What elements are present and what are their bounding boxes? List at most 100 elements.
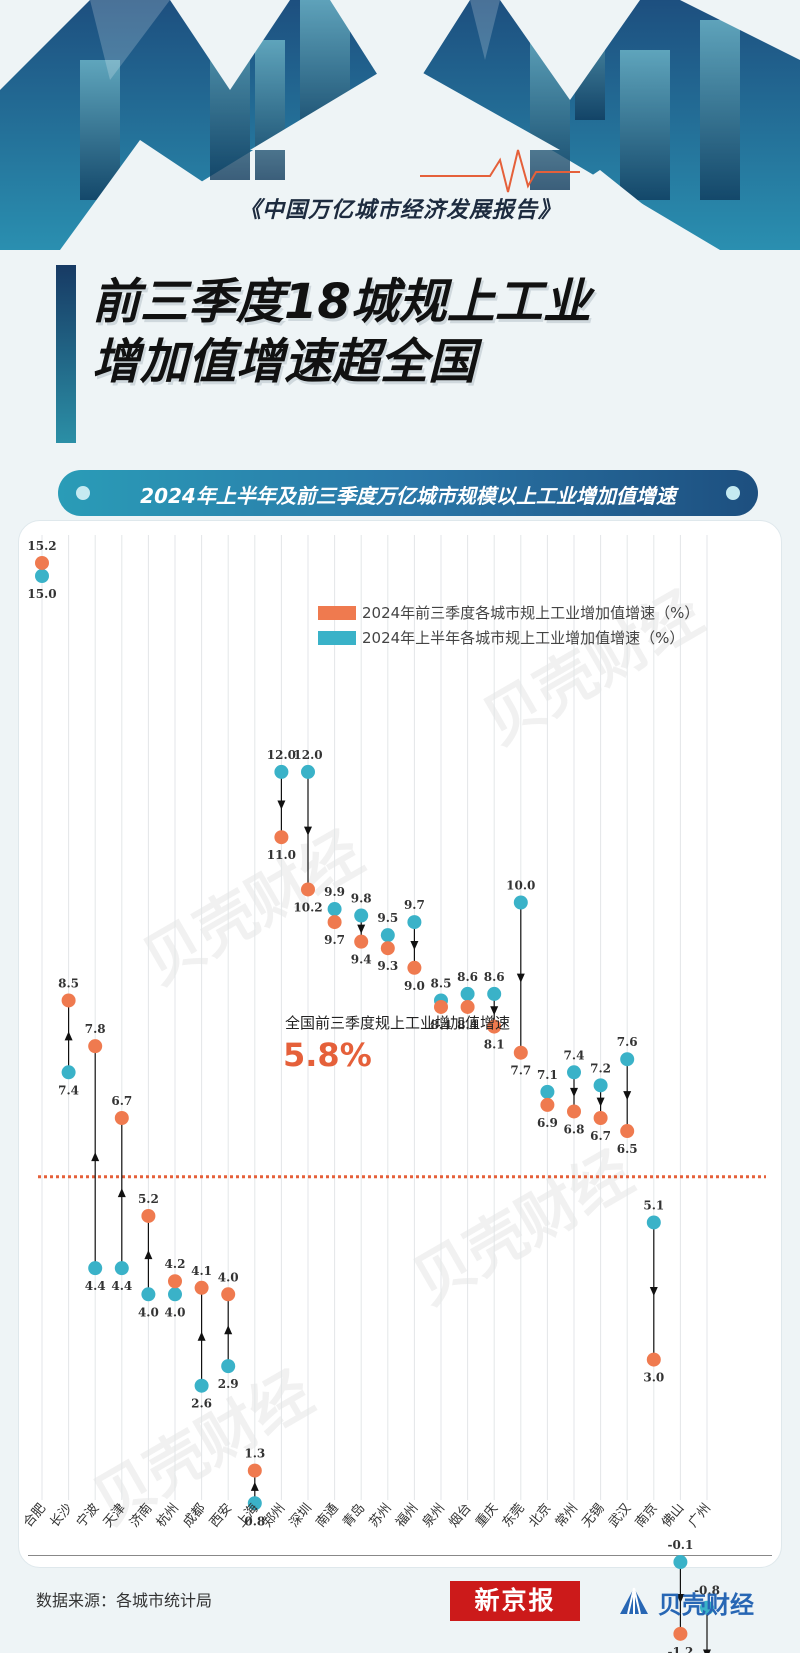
arrow-icon bbox=[596, 1097, 605, 1107]
value-label-h1: 7.6 bbox=[617, 1035, 638, 1049]
value-label-h1: 9.5 bbox=[377, 911, 398, 925]
legend-swatch-q3 bbox=[318, 605, 356, 620]
value-label-q3: 6.8 bbox=[564, 1122, 585, 1136]
category-label: 长沙 bbox=[47, 1501, 75, 1531]
dot-q3 bbox=[673, 1626, 688, 1641]
dot-h1 bbox=[513, 895, 528, 910]
category-label: 重庆 bbox=[472, 1500, 501, 1530]
value-label-q3: 15.2 bbox=[27, 539, 56, 553]
arrow-icon bbox=[64, 1031, 73, 1041]
category-label: 南通 bbox=[313, 1500, 342, 1530]
value-label-h1: 9.7 bbox=[404, 898, 425, 912]
dot-q3 bbox=[646, 1352, 661, 1367]
value-label-q3: 10.2 bbox=[293, 900, 322, 914]
dot-h1 bbox=[620, 1052, 635, 1067]
dot-q3 bbox=[380, 941, 395, 956]
category-label: 青岛 bbox=[339, 1500, 368, 1530]
dot-q3 bbox=[354, 934, 369, 949]
chart-subtitle-banner: 2024年上半年及前三季度万亿城市规模以上工业增加值增速 bbox=[58, 470, 758, 516]
value-label-q3: 4.2 bbox=[165, 1257, 186, 1271]
arrow-icon bbox=[304, 826, 312, 836]
title-accent-bar bbox=[56, 265, 76, 443]
arrow-icon bbox=[277, 800, 286, 810]
value-label-q3: 4.0 bbox=[218, 1270, 239, 1284]
value-label-h1: 7.2 bbox=[590, 1061, 611, 1075]
pulse-line-graphic bbox=[420, 149, 580, 193]
dot-q3 bbox=[247, 1463, 262, 1478]
value-label-q3: -1.2 bbox=[667, 1645, 693, 1653]
chart-card bbox=[18, 520, 782, 1568]
value-label-h1: 8.6 bbox=[484, 970, 505, 984]
value-label-h1: 4.4 bbox=[111, 1279, 132, 1293]
dot-h1 bbox=[327, 902, 342, 917]
chart-subtitle: 2024年上半年及前三季度万亿城市规模以上工业增加值增速 bbox=[140, 484, 676, 508]
category-label: 杭州 bbox=[154, 1501, 182, 1531]
dot-q3 bbox=[35, 555, 49, 570]
arrow-icon bbox=[224, 1325, 233, 1335]
value-label-q3: 8.5 bbox=[58, 976, 79, 990]
value-label-h1: 10.0 bbox=[506, 879, 535, 893]
category-label: 武汉 bbox=[606, 1501, 634, 1531]
value-label-q3: 11.0 bbox=[267, 848, 296, 862]
arrow-icon bbox=[91, 1152, 100, 1162]
category-label: 广州 bbox=[686, 1501, 714, 1531]
dot-q3 bbox=[620, 1124, 635, 1139]
dot-q3 bbox=[301, 882, 315, 897]
category-label: 南京 bbox=[632, 1500, 661, 1530]
legend-item-q3: 2024年前三季度各城市规上工业增加值增速（%） bbox=[318, 600, 699, 625]
category-label: 济南 bbox=[126, 1500, 155, 1530]
dot-h1 bbox=[35, 569, 49, 583]
value-label-h1: 4.0 bbox=[165, 1305, 186, 1319]
value-label-q3: 1.3 bbox=[244, 1447, 265, 1461]
dot-q3 bbox=[88, 1039, 103, 1054]
dot-q3 bbox=[593, 1110, 608, 1125]
arrow-icon bbox=[623, 1091, 632, 1101]
legend-item-h1: 2024年上半年各城市规上工业增加值增速（%） bbox=[318, 625, 699, 650]
arrow-icon bbox=[117, 1188, 126, 1198]
value-label-q3: 9.0 bbox=[404, 979, 425, 993]
value-label-h1: 9.9 bbox=[324, 885, 345, 899]
category-label: 无锡 bbox=[579, 1501, 607, 1531]
value-label-q3: 4.1 bbox=[191, 1264, 212, 1278]
dot-q3 bbox=[327, 915, 342, 930]
header-banner: 《中国万亿城市经济发展报告》 bbox=[0, 0, 800, 250]
value-label-h1: 7.4 bbox=[564, 1048, 585, 1062]
arrow-icon bbox=[676, 1593, 685, 1603]
value-label-q3: 8.4 bbox=[457, 1018, 478, 1032]
arrow-icon bbox=[516, 973, 525, 983]
category-label: 福州 bbox=[393, 1501, 421, 1531]
shell-icon bbox=[620, 1587, 648, 1615]
value-label-h1: 5.1 bbox=[643, 1198, 664, 1212]
dot-h1 bbox=[114, 1261, 129, 1276]
dot-q3 bbox=[61, 993, 76, 1008]
legend-label-q3: 2024年前三季度各城市规上工业增加值增速（%） bbox=[362, 604, 700, 622]
dot-h1 bbox=[301, 764, 315, 779]
dot-h1 bbox=[247, 1496, 262, 1511]
category-label: 深圳 bbox=[287, 1501, 315, 1531]
value-label-q3: 8.4 bbox=[431, 1018, 452, 1032]
dot-h1 bbox=[487, 986, 502, 1001]
value-label-h1: -0.1 bbox=[667, 1538, 693, 1552]
legend-swatch-h1 bbox=[318, 630, 356, 645]
dot-h1 bbox=[700, 1600, 714, 1615]
dot-h1 bbox=[567, 1065, 581, 1080]
category-label: 北京 bbox=[526, 1501, 554, 1531]
beike-caijing-logo: 贝壳财经 bbox=[616, 1584, 754, 1620]
dot-q3 bbox=[567, 1104, 581, 1119]
arrow-icon bbox=[703, 1649, 711, 1653]
dot-h1 bbox=[88, 1261, 103, 1276]
arrow-icon bbox=[250, 1481, 259, 1491]
category-label: 东莞 bbox=[500, 1501, 528, 1531]
value-label-q3: 6.7 bbox=[590, 1129, 611, 1143]
value-label-q3: 8.1 bbox=[484, 1038, 505, 1052]
legend-label-h1: 2024年上半年各城市规上工业增加值增速（%） bbox=[362, 629, 685, 647]
chart-legend: 2024年前三季度各城市规上工业增加值增速（%） 2024年上半年各城市规上工业… bbox=[318, 600, 699, 650]
dot-q3 bbox=[487, 1019, 502, 1034]
dot-h1 bbox=[380, 928, 395, 943]
xinjingbao-logo: 新京报 bbox=[450, 1581, 580, 1621]
value-label-q3: 7.8 bbox=[85, 1022, 106, 1036]
category-label: 常州 bbox=[553, 1501, 581, 1531]
dot-icon bbox=[726, 486, 740, 500]
dot-q3 bbox=[168, 1274, 182, 1289]
category-label: 成都 bbox=[180, 1501, 208, 1531]
